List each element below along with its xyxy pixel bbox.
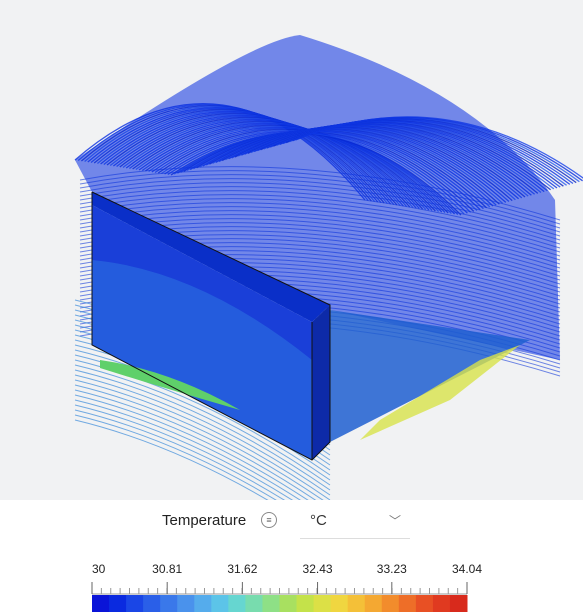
color-step bbox=[348, 595, 366, 612]
color-step bbox=[194, 595, 212, 612]
color-step bbox=[399, 595, 417, 612]
color-step bbox=[280, 595, 298, 612]
color-step bbox=[177, 595, 195, 612]
tick-label: 33.23 bbox=[377, 562, 407, 576]
tick-label: 30.81 bbox=[152, 562, 182, 576]
color-step bbox=[228, 595, 246, 612]
color-step bbox=[382, 595, 400, 612]
color-step bbox=[126, 595, 144, 612]
color-step bbox=[433, 595, 451, 612]
color-step bbox=[331, 595, 349, 612]
color-step bbox=[262, 595, 280, 612]
color-step bbox=[450, 595, 468, 612]
page: Temperature ≡ °C ﹀ 30 30.81 31.62 32.43 33.2… bbox=[0, 0, 583, 614]
tick-label: 32.43 bbox=[303, 562, 333, 576]
color-step bbox=[109, 595, 127, 612]
color-step bbox=[314, 595, 332, 612]
color-step bbox=[211, 595, 229, 612]
color-step bbox=[297, 595, 315, 612]
dropdown-chevron[interactable]: ﹀ bbox=[389, 512, 401, 529]
color-step bbox=[143, 595, 161, 612]
legend-title: Temperature bbox=[162, 512, 246, 529]
color-step bbox=[160, 595, 178, 612]
tick-label: 31.62 bbox=[227, 562, 257, 576]
underline bbox=[300, 538, 410, 539]
field-selector[interactable]: Temperature ≡ °C ﹀ bbox=[145, 500, 420, 542]
menu-icon[interactable]: ≡ bbox=[261, 512, 277, 528]
color-bar: 30 30.81 31.62 32.43 33.23 34.04 bbox=[0, 555, 583, 614]
tick-label: 34.04 bbox=[452, 562, 482, 576]
color-step bbox=[92, 595, 110, 612]
temperature-visualization bbox=[0, 0, 583, 500]
slab-side bbox=[312, 305, 330, 460]
tick-label: 30 bbox=[92, 562, 106, 576]
color-step bbox=[416, 595, 434, 612]
color-step bbox=[365, 595, 383, 612]
color-step bbox=[245, 595, 263, 612]
unit-select[interactable]: °C bbox=[310, 512, 327, 529]
